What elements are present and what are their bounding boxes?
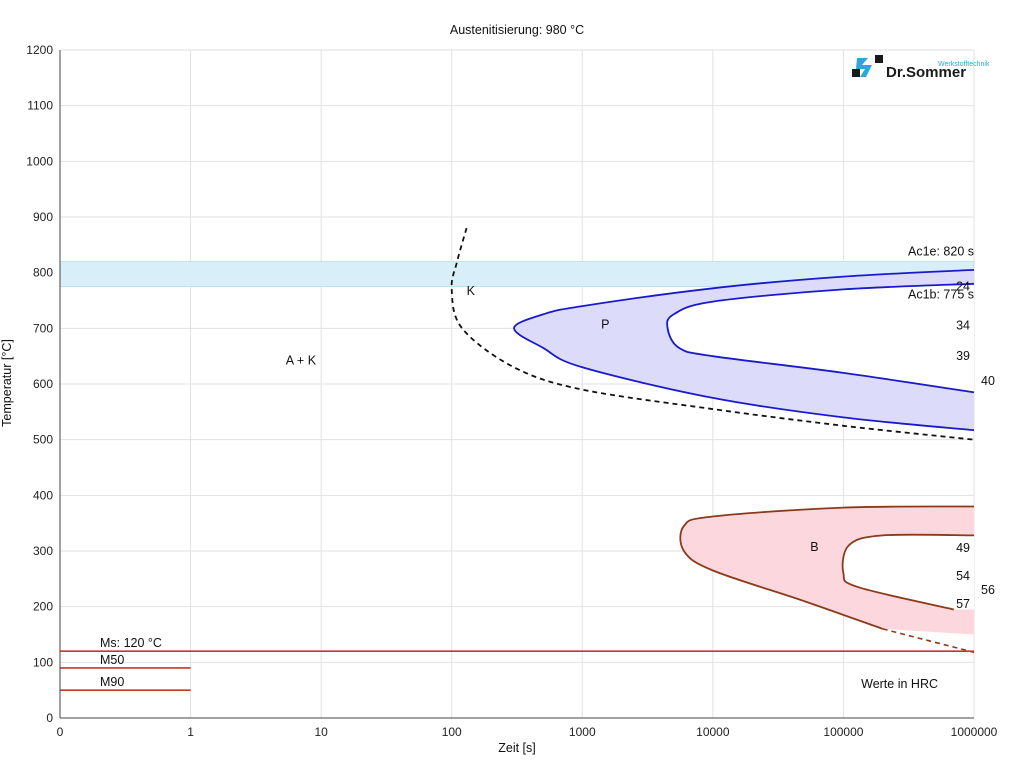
bainite-start-curve [679, 505, 975, 630]
pearlite-inner-mask [667, 283, 974, 393]
hardness-value: 34 [956, 319, 970, 333]
logo-subtitle: Werkstofftechnik [938, 61, 990, 68]
hardness-value: 40 [981, 374, 995, 388]
axes: 0100200300400500600700800900100011001200… [26, 43, 997, 739]
y-tick-label: 200 [33, 600, 53, 614]
x-tick-label: 100 [442, 725, 462, 739]
k-start-dashed-curve [450, 227, 975, 441]
bainite-inner-mask [842, 534, 974, 610]
hardness-value: 57 [956, 597, 970, 611]
ac1b-label: Ac1b: 775 s [908, 288, 974, 302]
x-tick-label: 10 [314, 725, 328, 739]
hardness-value: 56 [981, 583, 995, 597]
ac1e-label: Ac1e: 820 s [908, 245, 974, 259]
chart-title: Austenitisierung: 980 °C [450, 23, 584, 37]
m50-label: M50 [100, 653, 124, 667]
y-tick-label: 500 [33, 433, 53, 447]
logo-name: Dr.Sommer [886, 64, 966, 81]
y-tick-label: 1000 [26, 154, 53, 168]
logo: Dr.Sommer Werkstofftechnik [852, 55, 990, 81]
pearlite-start-curve [513, 269, 975, 432]
x-tick-label: 1 [187, 725, 194, 739]
x-tick-label: 100000 [823, 725, 863, 739]
region-fills [514, 269, 974, 635]
x-tick-label: 1000 [569, 725, 596, 739]
hardness-value: 24 [956, 280, 970, 294]
ms-label: Ms: 120 °C [100, 636, 162, 650]
y-tick-label: 800 [33, 266, 53, 280]
y-tick-label: 400 [33, 488, 53, 502]
hardness-value: 49 [956, 541, 970, 555]
y-tick-label: 100 [33, 655, 53, 669]
bainite-start-dashed-curve [882, 628, 975, 654]
phase-label: A + K [286, 354, 317, 368]
phase-label: K [467, 284, 476, 298]
logo-mark-s-icon [856, 58, 872, 77]
y-tick-label: 300 [33, 544, 53, 558]
x-tick-label: 10000 [696, 725, 730, 739]
phase-label: B [810, 540, 818, 554]
pearlite-finish-curve [666, 282, 975, 394]
x-tick-label: 1000000 [951, 725, 998, 739]
logo-mark-square-2 [875, 55, 883, 63]
hardness-value: 54 [956, 569, 970, 583]
y-tick-label: 900 [33, 210, 53, 224]
hardness-value: 39 [956, 349, 970, 363]
chart-labels: Ac1e: 820 s Ac1b: 775 s Ms: 120 °C M50 M90 A … [100, 245, 995, 692]
y-tick-label: 1200 [26, 43, 53, 57]
bainite-finish-curve [841, 533, 975, 611]
y-tick-label: 1100 [27, 99, 53, 113]
y-axis-label: Temperatur [°C] [0, 339, 14, 427]
phase-label: P [601, 317, 609, 331]
y-tick-label: 0 [46, 711, 53, 725]
x-tick-label: 0 [57, 725, 64, 739]
y-tick-label: 600 [33, 377, 53, 391]
x-axis-label: Zeit [s] [498, 741, 536, 755]
logo-mark-square-1 [852, 69, 860, 77]
y-tick-label: 700 [33, 321, 53, 335]
hrc-note: Werte in HRC [861, 677, 938, 691]
transformation-curves [60, 227, 975, 691]
m90-label: M90 [100, 675, 124, 689]
